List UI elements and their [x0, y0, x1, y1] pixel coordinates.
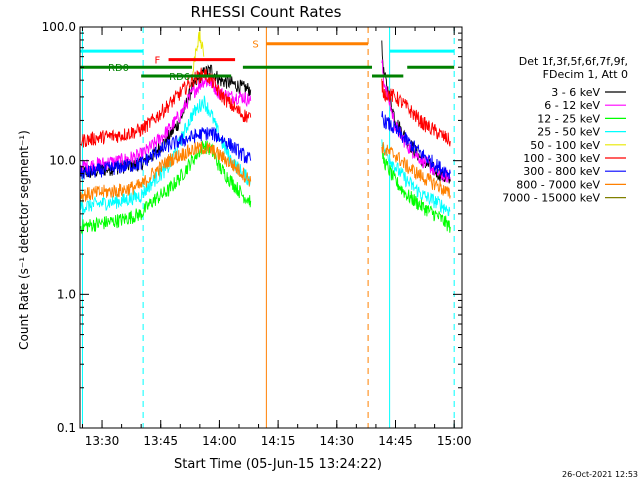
legend-header-1: Det 1f,3f,5f,6f,7f,9f, — [519, 55, 628, 68]
plot-frame — [79, 26, 463, 429]
state-bar-label-N: N — [66, 47, 73, 58]
y-tick-label-2: 10.0 — [49, 154, 76, 168]
legend-label-2: 12 - 25 keV — [537, 112, 600, 125]
series-line-7-1 — [381, 142, 451, 199]
y-axis-label: Count Rate (s⁻¹ detector segment⁻¹) — [17, 130, 31, 350]
x-tick-label-6: 15:00 — [437, 434, 472, 448]
series-line-2-1 — [381, 144, 451, 233]
x-tick-label-3: 14:15 — [261, 434, 296, 448]
legend-label-8: 7000 - 15000 keV — [502, 192, 600, 205]
y-tick-label-1: 1.0 — [57, 287, 76, 301]
series-line-6-1 — [381, 110, 451, 180]
x-tick-label-4: 14:30 — [319, 434, 354, 448]
legend-label-3: 25 - 50 keV — [537, 126, 600, 139]
y-axis-label-group: Count Rate (s⁻¹ detector segment⁻¹) — [17, 130, 31, 350]
state-bar-label-RD6: RD6 — [169, 72, 190, 83]
series-line-5-1 — [381, 78, 451, 147]
series-line-7-0 — [80, 141, 252, 203]
legend-label-0: 3 - 6 keV — [551, 86, 600, 99]
series-line-1-1 — [381, 59, 451, 183]
x-tick-label-5: 14:45 — [378, 434, 413, 448]
legend-label-4: 50 - 100 keV — [530, 139, 600, 152]
series-line-3-1 — [381, 139, 451, 217]
axes-layer: 13:30 13:45 14:00 14:15 14:30 14:45 15:00 0.1 1.… — [42, 20, 472, 448]
y-tick-label-3: 100.0 — [42, 20, 76, 34]
x-axis-label: Start Time (05-Jun-15 13:24:22) — [174, 457, 382, 472]
state-bar-label-S: S — [252, 40, 258, 51]
chart-title: RHESSI Count Rates — [191, 3, 342, 21]
series-line-3-0 — [80, 95, 252, 214]
legend-label-5: 100 - 300 keV — [523, 152, 600, 165]
series-line-6-0 — [80, 127, 252, 180]
x-tick-label-0: 13:30 — [85, 434, 120, 448]
series-line-2-0 — [80, 139, 252, 235]
state-bar-label-F: F — [155, 56, 161, 67]
legend-label-1: 6 - 12 keV — [544, 99, 600, 112]
footer-date: 26-Oct-2021 12:53 — [562, 470, 638, 479]
x-tick-label-2: 14:00 — [202, 434, 237, 448]
series-line-5-0 — [80, 67, 252, 148]
legend-header-2: FDecim 1, Att 0 — [543, 68, 628, 81]
legend-label-7: 800 - 7000 keV — [516, 178, 600, 191]
x-tick-label-1: 13:45 — [143, 434, 178, 448]
state-bar-label-RD0: RD0 — [108, 63, 129, 74]
data-layer: N S F RD0 RD6 — [66, 27, 455, 428]
legend-label-6: 300 - 800 keV — [523, 165, 600, 178]
y-tick-label-0: 0.1 — [57, 421, 76, 435]
